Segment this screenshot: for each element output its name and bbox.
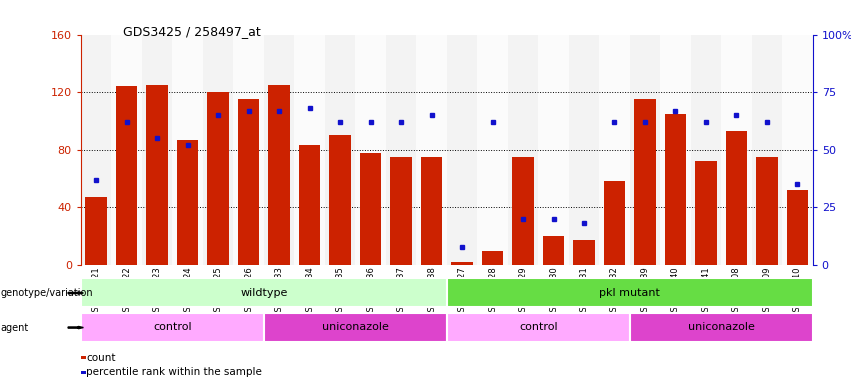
- Bar: [477, 35, 508, 265]
- Bar: [81, 35, 111, 265]
- Bar: [630, 313, 813, 342]
- Bar: [85, 197, 106, 265]
- Bar: [294, 35, 325, 265]
- Text: uniconazole: uniconazole: [322, 322, 389, 333]
- Bar: [264, 313, 447, 342]
- Bar: [451, 262, 472, 265]
- Bar: [299, 146, 320, 265]
- Bar: [482, 251, 503, 265]
- Bar: [634, 99, 655, 265]
- Bar: [238, 99, 260, 265]
- Bar: [268, 85, 289, 265]
- Bar: [233, 35, 264, 265]
- Bar: [508, 35, 538, 265]
- Bar: [416, 35, 447, 265]
- Bar: [538, 35, 568, 265]
- Text: GDS3425 / 258497_at: GDS3425 / 258497_at: [123, 25, 261, 38]
- Bar: [391, 157, 412, 265]
- Bar: [447, 313, 630, 342]
- Bar: [325, 35, 355, 265]
- Bar: [360, 153, 381, 265]
- Bar: [142, 35, 172, 265]
- Bar: [81, 278, 447, 308]
- Bar: [355, 35, 386, 265]
- Text: agent: agent: [1, 323, 29, 333]
- Bar: [177, 140, 198, 265]
- Bar: [329, 136, 351, 265]
- Text: control: control: [519, 322, 557, 333]
- Bar: [264, 35, 294, 265]
- Text: wildtype: wildtype: [240, 288, 288, 298]
- Bar: [751, 35, 782, 265]
- Text: percentile rank within the sample: percentile rank within the sample: [86, 367, 262, 377]
- Bar: [111, 35, 142, 265]
- Bar: [787, 190, 808, 265]
- Bar: [665, 114, 686, 265]
- Bar: [421, 157, 443, 265]
- Bar: [203, 35, 233, 265]
- Bar: [726, 131, 747, 265]
- Text: count: count: [86, 353, 116, 363]
- Bar: [782, 35, 813, 265]
- Bar: [604, 182, 625, 265]
- Bar: [660, 35, 691, 265]
- Bar: [757, 157, 778, 265]
- Text: uniconazole: uniconazole: [688, 322, 755, 333]
- Bar: [695, 161, 717, 265]
- Bar: [574, 240, 595, 265]
- Bar: [116, 86, 137, 265]
- Bar: [599, 35, 630, 265]
- Bar: [208, 92, 229, 265]
- Bar: [172, 35, 203, 265]
- Text: genotype/variation: genotype/variation: [1, 288, 94, 298]
- Bar: [146, 85, 168, 265]
- Bar: [568, 35, 599, 265]
- Bar: [543, 236, 564, 265]
- Bar: [721, 35, 751, 265]
- Bar: [630, 35, 660, 265]
- Bar: [447, 278, 813, 308]
- Bar: [386, 35, 416, 265]
- Text: control: control: [153, 322, 191, 333]
- Bar: [81, 313, 264, 342]
- Text: pkl mutant: pkl mutant: [599, 288, 660, 298]
- Bar: [691, 35, 721, 265]
- Bar: [512, 157, 534, 265]
- Bar: [447, 35, 477, 265]
